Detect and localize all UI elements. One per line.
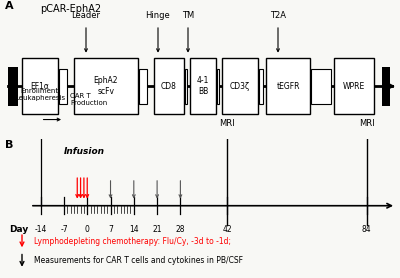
Bar xyxy=(334,58,374,114)
Text: 84: 84 xyxy=(362,225,372,234)
Text: 14: 14 xyxy=(129,225,139,234)
Text: B: B xyxy=(5,140,13,150)
Bar xyxy=(190,58,216,114)
Text: 0: 0 xyxy=(85,225,90,234)
Text: CAR T
Production: CAR T Production xyxy=(70,93,107,106)
Text: pCAR-EphA2: pCAR-EphA2 xyxy=(40,4,101,14)
Bar xyxy=(266,58,310,114)
Bar xyxy=(59,69,67,103)
Text: 4-1
BB: 4-1 BB xyxy=(197,76,209,96)
Bar xyxy=(154,58,184,114)
Text: A: A xyxy=(5,1,14,11)
Text: Measurements for CAR T cells and cytokines in PB/CSF: Measurements for CAR T cells and cytokin… xyxy=(34,256,243,265)
Text: EF1α: EF1α xyxy=(30,82,50,91)
Bar xyxy=(185,69,187,103)
Text: MRI: MRI xyxy=(359,119,374,128)
Text: -14: -14 xyxy=(34,225,47,234)
Text: 42: 42 xyxy=(222,225,232,234)
Bar xyxy=(8,67,18,106)
Bar xyxy=(217,69,219,103)
Bar xyxy=(311,69,331,103)
Text: EphA2
scFv: EphA2 scFv xyxy=(94,76,118,96)
Text: Enrollment;
Leukapheresis: Enrollment; Leukapheresis xyxy=(16,88,66,101)
Text: Infusion: Infusion xyxy=(64,147,104,156)
Bar xyxy=(139,69,147,103)
Text: Day: Day xyxy=(9,225,28,234)
Bar xyxy=(382,67,390,106)
Bar xyxy=(259,69,263,103)
Text: 7: 7 xyxy=(108,225,113,234)
Text: 28: 28 xyxy=(176,225,185,234)
Text: T2A: T2A xyxy=(270,11,286,20)
Text: MRI: MRI xyxy=(219,119,235,128)
Text: TM: TM xyxy=(182,11,194,20)
Bar xyxy=(74,58,138,114)
Bar xyxy=(222,58,258,114)
Text: 21: 21 xyxy=(152,225,162,234)
Bar xyxy=(22,58,58,114)
Text: -7: -7 xyxy=(60,225,68,234)
Text: WPRE: WPRE xyxy=(343,82,365,91)
Text: tEGFR: tEGFR xyxy=(276,82,300,91)
Text: Leader: Leader xyxy=(72,11,100,20)
Text: CD3ζ: CD3ζ xyxy=(230,82,250,91)
Text: CD8: CD8 xyxy=(161,82,177,91)
Text: Lymphodepleting chemotherapy: Flu/Cy, -3d to -1d;: Lymphodepleting chemotherapy: Flu/Cy, -3… xyxy=(34,237,231,246)
Text: Hinge: Hinge xyxy=(146,11,170,20)
